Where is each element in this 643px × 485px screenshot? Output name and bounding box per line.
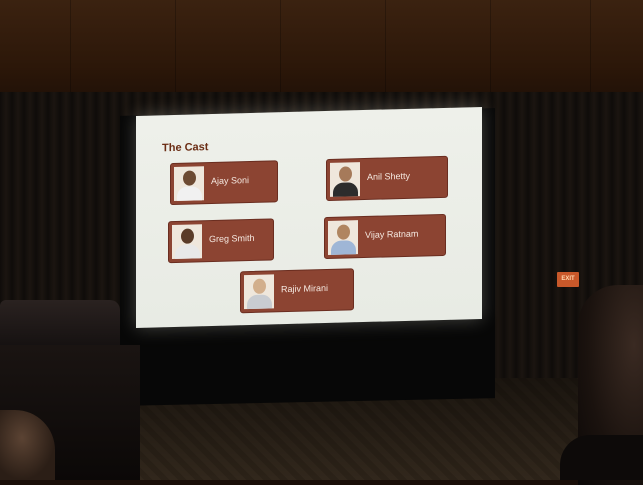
- cast-card: Greg Smith: [168, 218, 274, 264]
- exit-sign: EXIT: [557, 272, 579, 287]
- cast-name: Rajiv Mirani: [281, 282, 329, 295]
- audience-member: [560, 435, 643, 480]
- cast-name: Anil Shetty: [367, 170, 411, 182]
- ceiling: [0, 0, 643, 110]
- cast-card: Anil Shetty: [326, 155, 448, 202]
- portrait-head: [183, 170, 196, 186]
- portrait-head: [181, 228, 194, 244]
- ceiling-seam: [175, 0, 176, 95]
- slide-title: The Cast: [162, 141, 209, 155]
- cast-name: Ajay Soni: [211, 175, 250, 187]
- cast-card: Vijay Ratnam: [324, 213, 446, 260]
- projector: [0, 300, 120, 350]
- portrait-head: [339, 166, 352, 182]
- projected-slide: The Cast Ajay Soni Anil Shetty Greg Smit…: [136, 106, 482, 329]
- cast-card: Rajiv Mirani: [240, 268, 354, 314]
- portrait-photo: [172, 224, 202, 260]
- portrait-shirt: [333, 182, 358, 197]
- ceiling-seam: [280, 0, 281, 95]
- ceiling-seam: [490, 0, 491, 95]
- ceiling-seam: [70, 0, 71, 95]
- portrait-shirt: [331, 240, 356, 255]
- cast-card: Ajay Soni: [170, 160, 278, 206]
- portrait-shirt: [177, 186, 202, 202]
- portrait-shirt: [247, 294, 272, 310]
- ceiling-seam: [385, 0, 386, 95]
- portrait-shirt: [175, 244, 200, 260]
- portrait-head: [253, 278, 266, 294]
- portrait-head: [337, 224, 350, 240]
- portrait-photo: [328, 220, 358, 255]
- portrait-photo: [174, 166, 204, 202]
- cast-name: Vijay Ratnam: [365, 228, 419, 241]
- portrait-photo: [244, 274, 274, 310]
- ceiling-seam: [590, 0, 591, 95]
- portrait-photo: [330, 162, 360, 197]
- cast-name: Greg Smith: [209, 232, 255, 245]
